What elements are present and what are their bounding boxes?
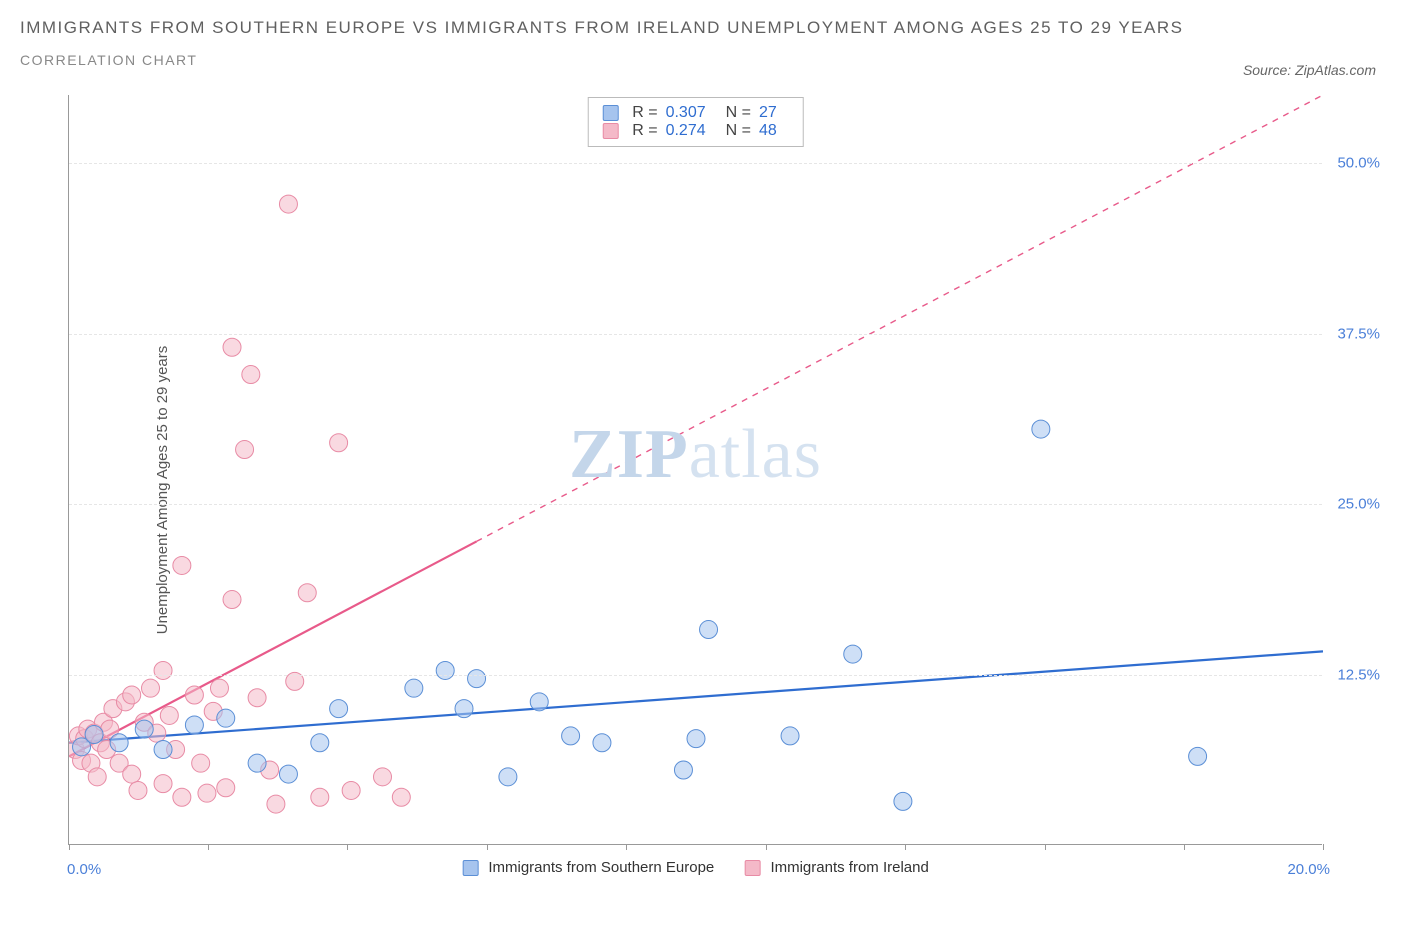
x-axis-legend: Immigrants from Southern Europe Immigran… [462, 859, 929, 876]
y-tick-label: 50.0% [1337, 155, 1380, 172]
r-value-a: 0.307 [666, 104, 706, 122]
stats-row-series-b: R = 0.274 N = 48 [602, 122, 789, 140]
x-min-label: 0.0% [67, 861, 101, 878]
x-max-label: 20.0% [1287, 861, 1330, 878]
x-tick [347, 844, 348, 850]
x-tick [208, 844, 209, 850]
gridline [69, 504, 1322, 505]
chart-subtitle: CORRELATION CHART [20, 52, 1386, 68]
gridline [69, 334, 1322, 335]
x-tick [626, 844, 627, 850]
legend-label-b: Immigrants from Ireland [770, 859, 928, 876]
x-tick [905, 844, 906, 850]
x-tick [487, 844, 488, 850]
source-attribution: Source: ZipAtlas.com [1243, 62, 1376, 78]
x-tick [1323, 844, 1324, 850]
swatch-series-b [602, 123, 618, 139]
chart-title: IMMIGRANTS FROM SOUTHERN EUROPE VS IMMIG… [20, 18, 1386, 38]
legend-item-b: Immigrants from Ireland [744, 859, 929, 876]
legend-item-a: Immigrants from Southern Europe [462, 859, 714, 876]
plot-area: ZIPatlas R = 0.307 N = 27 R = 0.274 N = … [68, 95, 1322, 845]
gridline [69, 675, 1322, 676]
r-label: R = [632, 104, 657, 122]
legend-label-a: Immigrants from Southern Europe [488, 859, 714, 876]
n-value-b: 48 [759, 122, 777, 140]
x-tick [1045, 844, 1046, 850]
y-tick-label: 12.5% [1337, 666, 1380, 683]
y-tick-label: 37.5% [1337, 325, 1380, 342]
stats-legend-box: R = 0.307 N = 27 R = 0.274 N = 48 [587, 97, 804, 147]
scatter-svg [69, 95, 1323, 845]
y-tick-label: 25.0% [1337, 496, 1380, 513]
swatch-series-b [744, 860, 760, 876]
r-value-b: 0.274 [666, 122, 706, 140]
n-value-a: 27 [759, 104, 777, 122]
x-tick [69, 844, 70, 850]
r-label: R = [632, 122, 657, 140]
chart-container: Unemployment Among Ages 25 to 29 years Z… [60, 95, 1380, 885]
swatch-series-a [602, 105, 618, 121]
swatch-series-a [462, 860, 478, 876]
stats-row-series-a: R = 0.307 N = 27 [602, 104, 789, 122]
x-tick [1184, 844, 1185, 850]
gridline [69, 163, 1322, 164]
n-label: N = [726, 104, 751, 122]
n-label: N = [726, 122, 751, 140]
x-tick [766, 844, 767, 850]
